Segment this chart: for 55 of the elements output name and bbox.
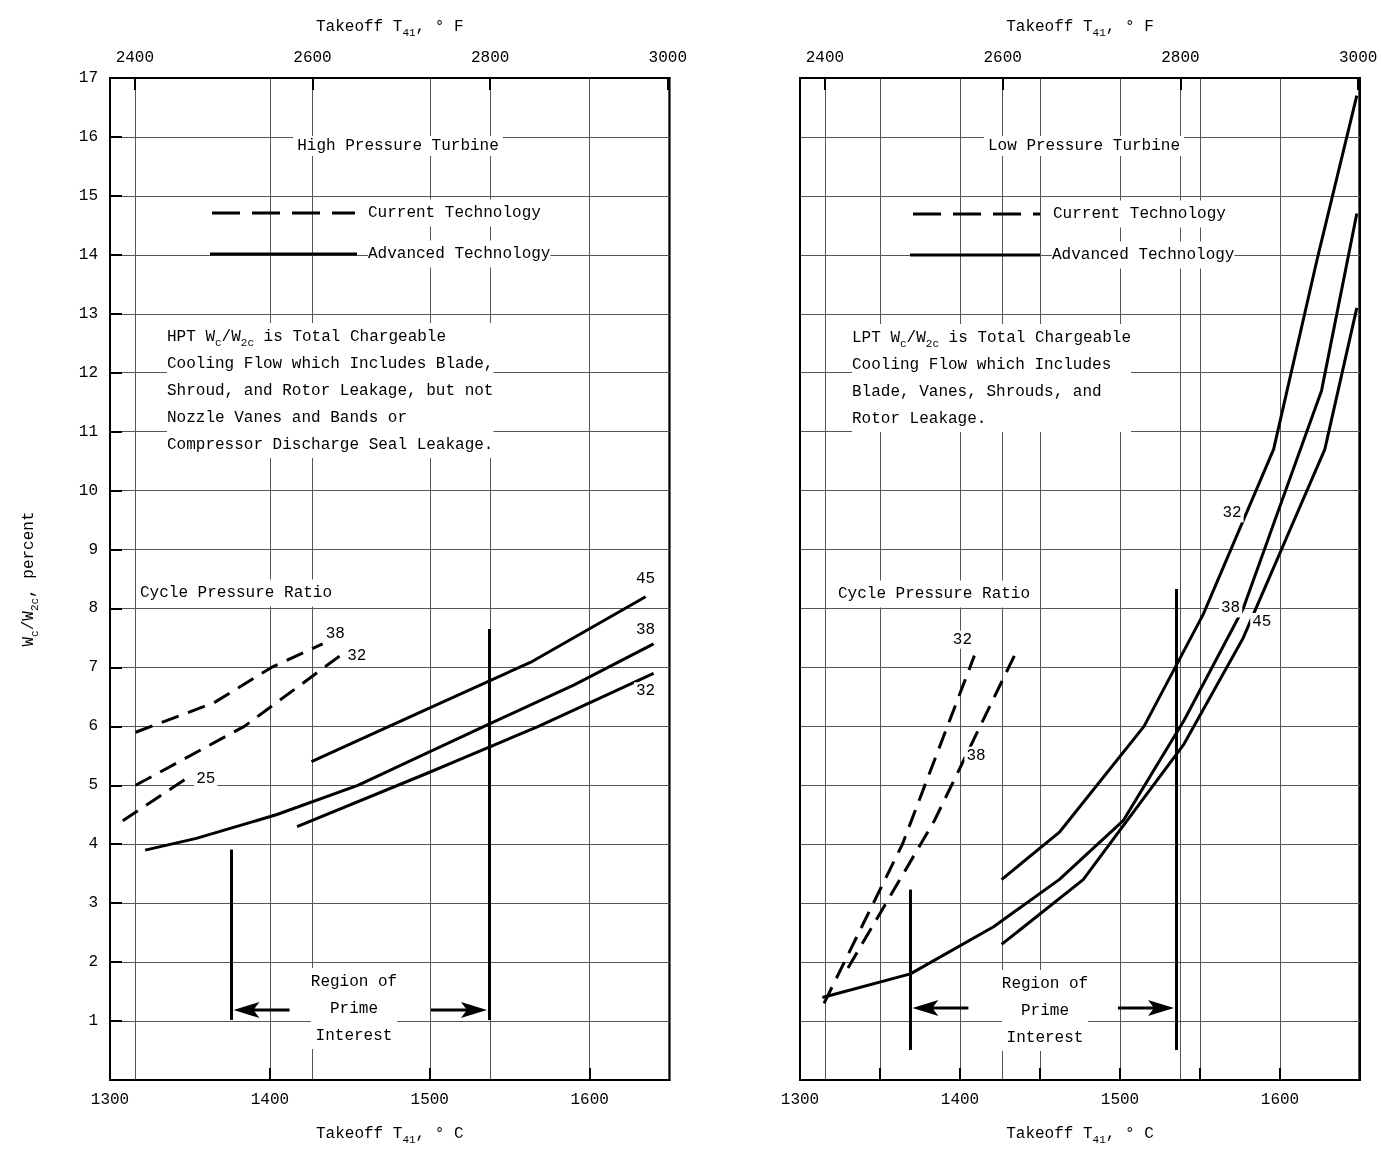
y-tick-label: 5: [88, 776, 98, 795]
y-tick-label: 4: [88, 835, 98, 854]
y-tick-label: 3: [88, 894, 98, 913]
x2-tick-label: 3000: [1339, 49, 1378, 67]
annotation: Advanced Technology: [1052, 246, 1235, 264]
series-label: 32: [635, 682, 656, 701]
x-tick-label: 1600: [570, 1091, 609, 1109]
y-axis-title: Wc/W2c, percent: [19, 511, 41, 647]
series-label: 32: [347, 646, 367, 665]
y-tick-label: 12: [78, 363, 98, 382]
text: High Pressure Turbine: [297, 137, 499, 155]
y-tick-label: 13: [78, 304, 98, 323]
x2-tick-label: 2800: [1161, 49, 1200, 67]
x2-tick-label: 2600: [293, 49, 332, 67]
y-tick-label: 15: [78, 186, 98, 205]
y-tick-label: 8: [88, 599, 98, 618]
x-tick-label: 1500: [410, 1091, 449, 1109]
annotation: Current Technology: [368, 204, 542, 222]
annotation: Region of Prime Interest: [1001, 974, 1089, 1047]
series-label: 38: [1221, 599, 1241, 618]
annotation: Cycle Pressure Ratio: [140, 584, 333, 602]
x-tick-label: 1300: [90, 1091, 130, 1109]
x-tick-label: 1500: [1100, 1091, 1140, 1109]
x-tick-label: 1600: [1260, 1091, 1300, 1109]
y-tick-label: 14: [78, 245, 98, 264]
text: Low Pressure Turbine: [987, 137, 1181, 155]
annotation: Advanced Technology: [368, 245, 551, 263]
annotation: Current Technology: [1053, 205, 1227, 223]
x-tick-label: 1300: [780, 1091, 820, 1109]
y-tick-label: 2: [88, 953, 98, 972]
x2-tick-label: 2400: [805, 49, 845, 67]
x2-tick-label: 2400: [115, 49, 155, 67]
annotation: Region of Prime Interest: [310, 972, 398, 1045]
series-label: 45: [1252, 612, 1272, 631]
y-tick-label: 6: [88, 717, 98, 736]
x2-tick-label: 3000: [648, 49, 687, 67]
y-tick-label: 17: [78, 69, 98, 87]
series-label: 32: [952, 630, 972, 649]
y-tick-label: 9: [88, 540, 98, 559]
series-label: 38: [325, 624, 345, 643]
series-label: 45: [635, 569, 656, 588]
y-tick-label: 16: [78, 127, 98, 146]
y-tick-label: 1: [88, 1012, 98, 1031]
x2-tick-label: 2800: [470, 49, 510, 67]
series-label: 32: [1222, 504, 1242, 523]
annotation: Cycle Pressure Ratio: [838, 585, 1031, 603]
y-tick-label: 10: [78, 481, 98, 500]
series-label: 25: [196, 770, 216, 789]
y-tick-label: 11: [78, 422, 98, 441]
x2-tick-label: 2600: [983, 49, 1022, 67]
series-label: 38: [966, 746, 986, 765]
x-tick-label: 1400: [940, 1091, 980, 1109]
x-tick-label: 1400: [250, 1091, 290, 1109]
y-tick-label: 7: [88, 658, 98, 677]
series-label: 38: [635, 620, 656, 639]
